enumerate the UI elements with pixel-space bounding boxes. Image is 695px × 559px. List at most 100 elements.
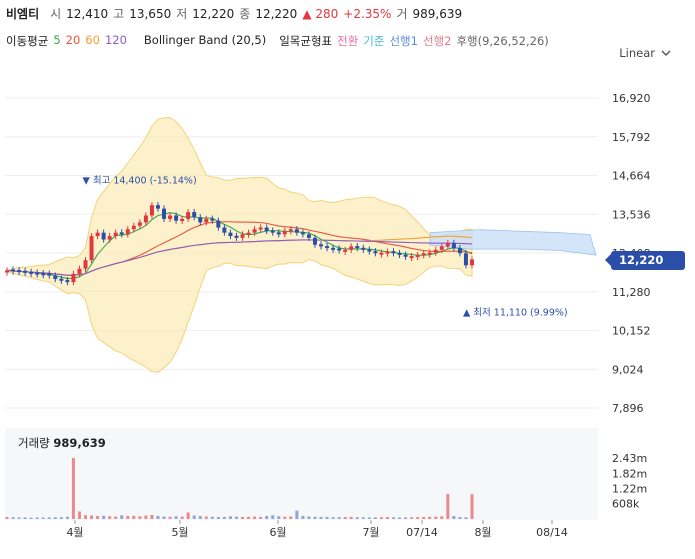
volume-bar [126, 515, 130, 519]
volume-value: 989,639 [412, 7, 463, 21]
candle-body [349, 246, 354, 250]
ma-120-line [6, 239, 473, 276]
volume-bar [90, 515, 94, 519]
candle-body [355, 246, 360, 249]
candle-body [367, 249, 372, 252]
scale-mode[interactable]: Linear [619, 46, 655, 60]
open-label: 시 [50, 7, 62, 21]
candle-body [198, 217, 203, 223]
candle-body [270, 230, 275, 233]
candle-body [174, 215, 179, 221]
candle-body [325, 246, 330, 249]
candle-body [470, 259, 474, 266]
bollinger-label[interactable]: Bollinger Band (20,5) [143, 33, 267, 47]
candle-body [95, 232, 100, 237]
volume-bar [120, 515, 124, 519]
volume-bar [470, 494, 474, 519]
ichimoku-line-2[interactable]: 선행1 [389, 34, 418, 48]
volume-title-value: 989,639 [53, 436, 106, 450]
candle-body [149, 205, 154, 216]
volume-bar [259, 516, 263, 519]
volume-bar [108, 516, 112, 519]
volume-bar [391, 517, 395, 519]
y-tick-label: 14,664 [612, 170, 651, 183]
candle-body [47, 273, 52, 276]
volume-bar [416, 517, 420, 519]
candle-body [403, 254, 408, 257]
volume-bar [361, 517, 365, 519]
volume-bar [307, 516, 311, 519]
ichimoku-cloud [429, 229, 597, 256]
volume-bar [404, 517, 408, 519]
x-tick-label: 08/14 [536, 526, 568, 539]
volume-bar [23, 517, 27, 519]
x-tick-label: 6월 [269, 526, 286, 539]
volume-bar [5, 516, 9, 519]
candle-body [41, 273, 46, 276]
candle-body [180, 218, 185, 221]
price-header: 비엠티 시 12,410 고 13,650 저 12,220 종 12,220 … [6, 5, 462, 22]
scale-selector[interactable]: Linear [619, 46, 671, 60]
candle-body [11, 269, 16, 272]
ichimoku-line-1[interactable]: 기준 [363, 34, 385, 48]
volume-bar [168, 516, 172, 519]
volume-tick-label: 1.22m [612, 482, 647, 495]
candle-body [258, 227, 263, 230]
ma-period-1[interactable]: 20 [65, 33, 81, 47]
change-value: ▲ 280 [302, 7, 339, 21]
volume-bar [301, 515, 305, 519]
indicator-legend: 이동평균 5 20 60 120 Bollinger Band (20,5) 일목균형… [6, 33, 549, 49]
candle-body [29, 271, 34, 274]
low-marker-label: ▲ 최저 11,110 (9.99%) [463, 308, 568, 319]
candle-body [276, 232, 281, 235]
candle-body [234, 235, 239, 238]
volume-bar [385, 516, 389, 519]
volume-bar [174, 516, 178, 519]
volume-bar [428, 516, 432, 519]
candle-body [397, 252, 402, 255]
open-value: 12,410 [66, 7, 109, 21]
y-tick-label: 11,280 [612, 286, 651, 299]
ma-period-3[interactable]: 120 [104, 33, 127, 47]
volume-bar [222, 516, 226, 519]
volume-bar [11, 517, 15, 519]
volume-bar [422, 516, 426, 519]
candle-body [192, 212, 197, 218]
volume-bar [343, 516, 347, 519]
volume-bar [373, 517, 377, 519]
volume-tick-label: 1.82m [612, 467, 647, 480]
ichimoku-line-4[interactable]: 후행(9,26,52,26) [456, 34, 549, 48]
candle-body [59, 278, 64, 281]
candle-body [23, 270, 28, 273]
ichimoku-label[interactable]: 일목균형표 [279, 34, 333, 48]
volume-bar [180, 516, 184, 519]
volume-bar [17, 517, 21, 519]
volume-bar [162, 516, 166, 519]
ma-period-2[interactable]: 60 [85, 33, 100, 47]
volume-bar [65, 516, 69, 519]
volume-bar [271, 515, 275, 519]
volume-bar [198, 515, 202, 519]
candle-body [391, 251, 396, 254]
candle-body [17, 270, 22, 273]
candle-body [137, 222, 142, 226]
x-tick-label: 5월 [171, 526, 188, 539]
candle-body [222, 227, 227, 233]
ichimoku-line-0[interactable]: 전환 [337, 34, 359, 48]
volume-bar [247, 516, 251, 519]
candle-body [210, 218, 215, 221]
volume-bar [410, 517, 414, 519]
candle-body [216, 220, 221, 228]
stock-name: 비엠티 [6, 7, 40, 21]
ma-label[interactable]: 이동평균 [6, 34, 49, 48]
volume-bar [210, 516, 214, 519]
ichimoku-line-3[interactable]: 선행2 [422, 34, 452, 48]
volume-bar [53, 517, 57, 519]
volume-bar [138, 516, 142, 519]
ichimoku-lines: 전환 기준 선행1 선행2 후행(9,26,52,26) [337, 33, 549, 49]
ma-period-0[interactable]: 5 [53, 33, 61, 47]
y-tick-label: 7,896 [612, 402, 644, 415]
candle-body [65, 280, 70, 283]
volume-bar [253, 516, 257, 519]
